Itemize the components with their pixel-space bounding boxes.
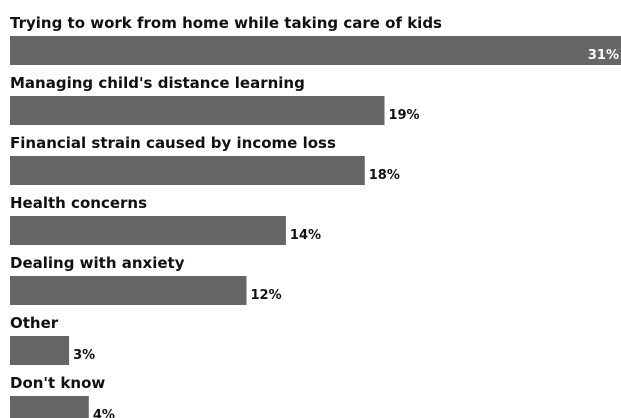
category-label: Don't know xyxy=(10,374,105,392)
category-label: Dealing with anxiety xyxy=(10,254,185,272)
category-label: Managing child's distance learning xyxy=(10,74,305,92)
value-label: 4% xyxy=(93,408,115,418)
value-label: 31% xyxy=(588,48,619,63)
bar xyxy=(10,216,286,245)
bar xyxy=(10,36,621,65)
category-label: Financial strain caused by income loss xyxy=(10,134,336,152)
category-label: Other xyxy=(10,314,59,332)
value-label: 14% xyxy=(290,228,321,243)
bar xyxy=(10,156,365,185)
category-label: Health concerns xyxy=(10,194,147,212)
category-label: Trying to work from home while taking ca… xyxy=(10,14,442,32)
bar xyxy=(10,276,247,305)
value-label: 3% xyxy=(73,348,95,363)
bar xyxy=(10,96,385,125)
value-label: 18% xyxy=(369,168,400,183)
bar xyxy=(10,396,89,418)
value-label: 12% xyxy=(251,288,282,303)
value-label: 19% xyxy=(388,108,419,123)
bar xyxy=(10,336,70,365)
